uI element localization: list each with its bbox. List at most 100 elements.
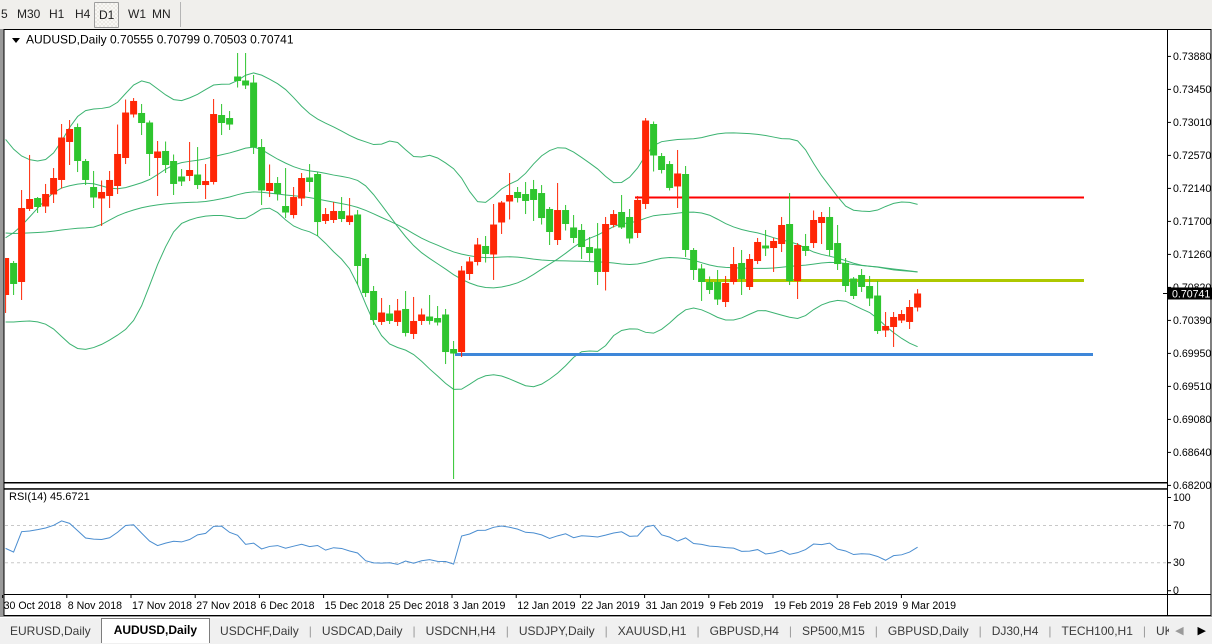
time-axis-label: 30 Oct 2018 (4, 600, 62, 612)
symbol-tab-dj30[interactable]: DJ30,H4 (991, 623, 1039, 638)
symbol-tab-sp500[interactable]: SP500,M15 (802, 623, 865, 638)
symbol-tab-usdchf[interactable]: USDCHF,Daily (220, 623, 299, 638)
candle-body (162, 150, 170, 166)
tab-separator: | (788, 624, 793, 638)
time-axis-label: 25 Dec 2018 (389, 600, 449, 612)
candle-body (754, 241, 762, 262)
candle-body (594, 248, 602, 272)
chart-window-bg (4, 29, 1212, 616)
candle-body (738, 262, 746, 279)
price-axis-label: 0.68640 (1173, 447, 1211, 459)
timeframe-button-m30[interactable]: M30 (17, 7, 41, 21)
candle-body (122, 112, 130, 158)
main-plot (5, 53, 1093, 479)
candle-body (538, 193, 546, 219)
candle-body (346, 215, 354, 223)
candle-body (146, 122, 154, 154)
candles-layer (5, 53, 922, 479)
symbol-tab-gbpusd[interactable]: GBPUSD,H4 (709, 623, 779, 638)
candle-body (242, 80, 250, 86)
candle-body (426, 316, 434, 321)
candle-body (570, 227, 578, 238)
candle-body (450, 349, 458, 354)
candle-body (458, 270, 466, 353)
price-axis-label: 0.70390 (1173, 315, 1211, 327)
candle-body (322, 214, 330, 221)
tab-separator: | (1048, 624, 1052, 638)
symbol-tab-audusd[interactable]: AUDUSD,Daily (100, 617, 211, 643)
candle-body (674, 173, 682, 187)
candle-body (250, 82, 258, 148)
candle-body (530, 189, 538, 200)
rsi-plot (5, 520, 1166, 565)
symbol-tab-usdcnh[interactable]: USDCNH,H4 (425, 623, 496, 638)
rsi-panel-title: RSI(14) 45.6721 (9, 491, 90, 503)
candle-body (50, 178, 58, 195)
candle-body (914, 293, 922, 308)
timeframe-button-5[interactable]: 5 (1, 7, 8, 21)
symbol-tab-usdjpy[interactable]: USDJPY,Daily (518, 623, 595, 638)
candle-body (138, 112, 146, 124)
candle-body (26, 199, 34, 209)
candle-body (18, 207, 26, 283)
candle-body (794, 244, 802, 282)
toolbar-separator (180, 2, 181, 27)
candle-body (394, 310, 402, 322)
candle-body (698, 268, 706, 283)
candle-body (274, 182, 282, 195)
candle-body (722, 282, 730, 303)
symbol-tab-usdcad[interactable]: USDCAD,Daily (321, 623, 403, 638)
candle-body (170, 161, 178, 184)
candle-body (10, 262, 18, 284)
bollinger-upper-band (5, 72, 918, 212)
price-axis-label: 0.73880 (1173, 51, 1211, 63)
candle-body (746, 258, 754, 287)
symbol-tab-tech100[interactable]: TECH100,H1 (1061, 623, 1133, 638)
symbol-dropdown-icon[interactable] (12, 38, 20, 43)
candle-body (906, 307, 914, 322)
candle-body (626, 216, 634, 239)
candle-body (354, 214, 362, 266)
candle-body (578, 229, 586, 248)
rsi-axis-label: 100 (1173, 492, 1191, 504)
tab-separator: | (505, 624, 509, 638)
tab-separator: | (978, 624, 982, 638)
tab-scroll-left-icon[interactable]: ◀ (1175, 624, 1184, 637)
candle-body (130, 100, 138, 115)
candle-body (370, 290, 378, 320)
timeframe-button-h1[interactable]: H1 (49, 7, 65, 21)
timeframe-button-w1[interactable]: W1 (128, 7, 146, 21)
candle-body (186, 169, 194, 176)
candle-body (650, 123, 658, 156)
main-plot-bottom-border (4, 482, 1167, 484)
tab-separator: | (604, 624, 608, 638)
candle-body (818, 216, 826, 224)
rsi-line (5, 520, 918, 565)
symbol-tab-xauusd[interactable]: XAUUSD,H1 (617, 623, 687, 638)
candle-body (34, 198, 42, 208)
price-chart: 0.73880 0.73450 0.73010 0.72570 0.72140 0.717… (2, 29, 1212, 616)
candle-body (306, 177, 314, 183)
candle-body (850, 278, 858, 296)
timeframe-button-mn[interactable]: MN (152, 7, 171, 21)
candle-body (442, 314, 450, 353)
time-axis-label: 27 Nov 2018 (196, 600, 256, 612)
candle-body (234, 76, 242, 82)
timeframe-button-d1[interactable]: D1 (94, 2, 120, 28)
price-axis-label: 0.68200 (1173, 480, 1211, 492)
timeframe-button-h4[interactable]: H4 (75, 7, 91, 21)
candle-body (826, 216, 834, 250)
candle-body (330, 211, 338, 220)
symbol-tab-eurusd[interactable]: EURUSD,Daily (10, 623, 91, 638)
candle-body (290, 197, 298, 216)
symbol-tab-gbpusd[interactable]: GBPUSD,Daily (887, 623, 969, 638)
tab-scroll-controls: ◀ ▶ (1169, 618, 1210, 644)
candle-body (498, 202, 506, 223)
time-axis: 30 Oct 2018 8 Nov 2018 17 Nov 2018 27 Nov 2… (2, 595, 956, 612)
candle-body (802, 245, 810, 251)
tab-scroll-right-icon[interactable]: ▶ (1197, 624, 1206, 637)
candle-body (682, 174, 690, 250)
candle-body (490, 224, 498, 255)
candle-body (666, 164, 674, 188)
candle-body (522, 194, 530, 201)
